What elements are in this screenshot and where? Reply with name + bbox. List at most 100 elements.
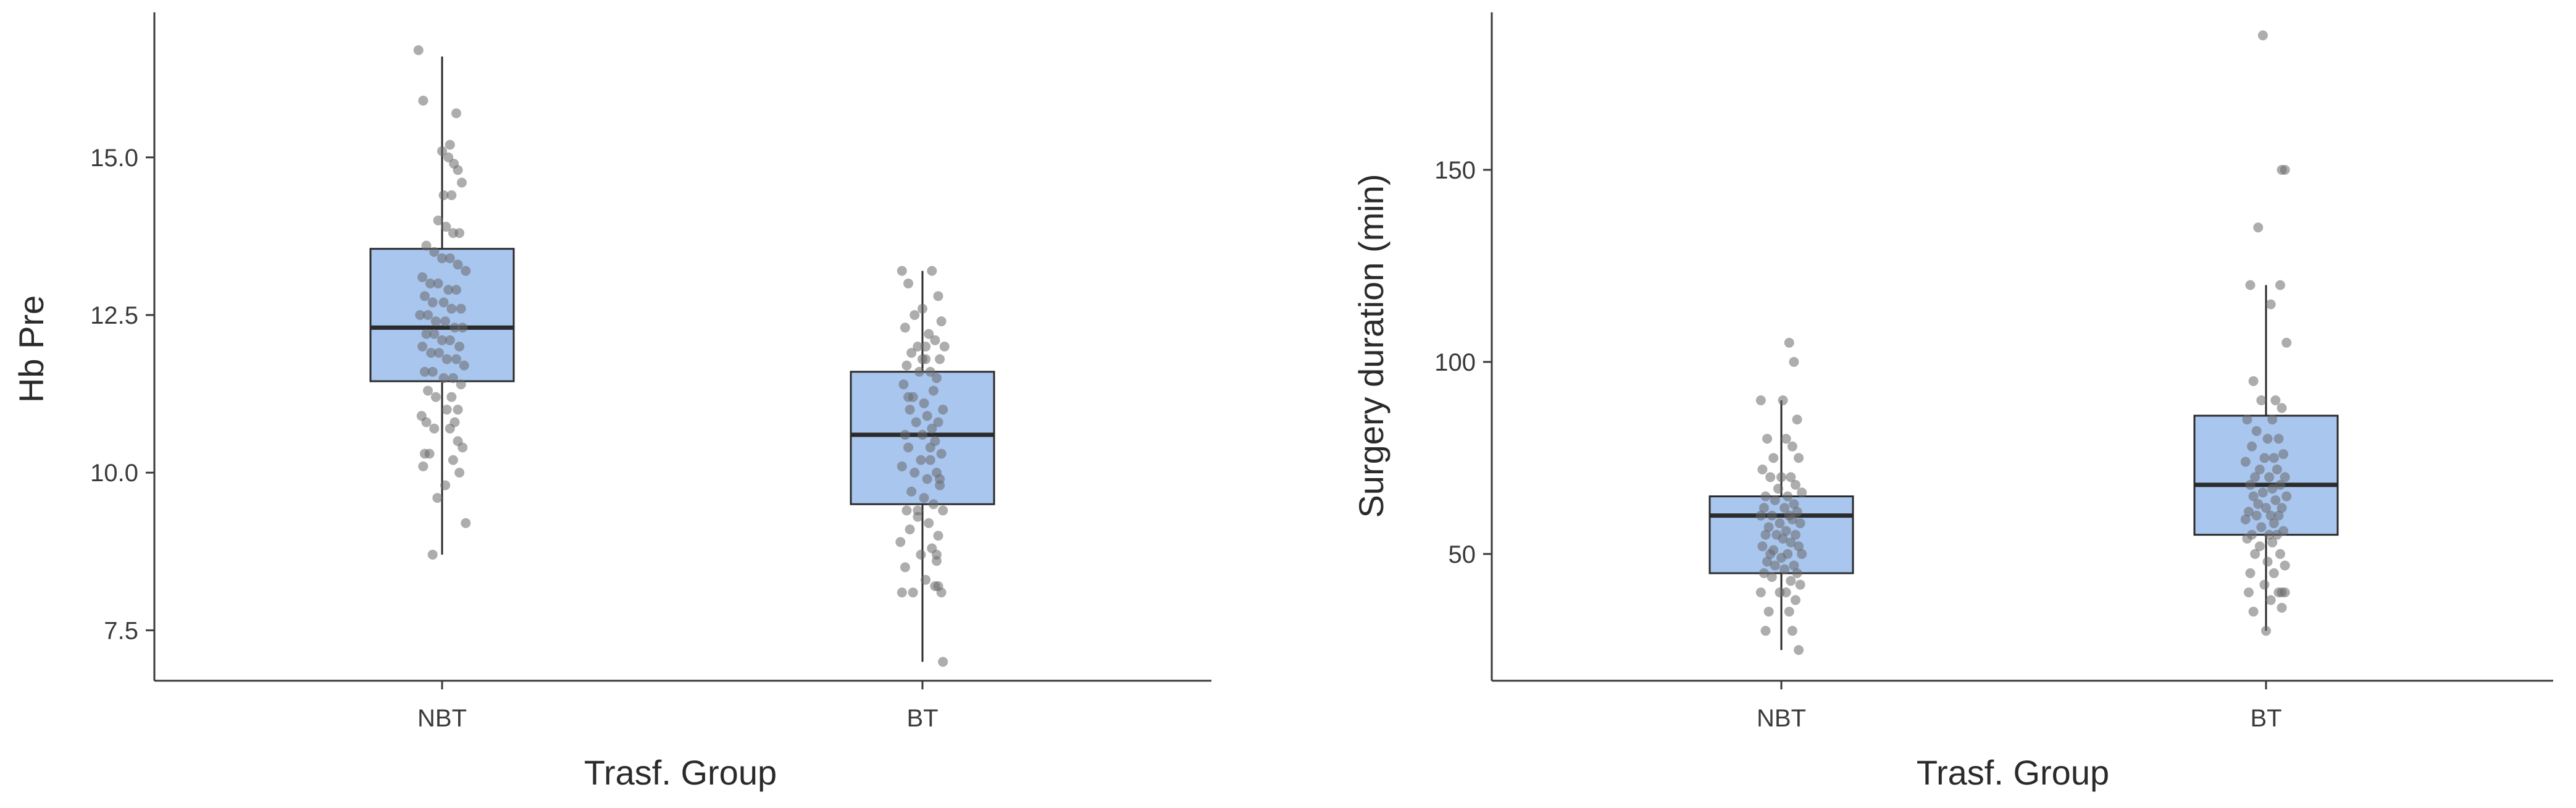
data-point (2273, 510, 2284, 521)
y-tick-label: 12.5 (90, 302, 138, 329)
data-point (2269, 568, 2279, 578)
x-tick-label: BT (2250, 705, 2281, 732)
data-point (908, 587, 918, 598)
data-point (1778, 395, 1788, 406)
data-point (1792, 415, 1802, 425)
data-point (2278, 449, 2289, 460)
data-point (933, 581, 943, 591)
data-point (1792, 507, 1802, 517)
data-point (437, 253, 447, 264)
data-point (2281, 337, 2292, 348)
data-point (1797, 487, 1807, 498)
data-point (905, 524, 915, 535)
data-point (2270, 495, 2281, 505)
data-point (2251, 510, 2262, 521)
data-point (924, 518, 934, 528)
data-point (2240, 514, 2251, 524)
data-point (423, 385, 433, 396)
data-point (2272, 464, 2282, 474)
data-point (933, 417, 943, 427)
data-point (906, 348, 917, 358)
data-point (906, 486, 917, 497)
x-tick-label: NBT (417, 705, 467, 732)
data-point (938, 505, 948, 516)
data-point (1795, 579, 1805, 590)
data-point (440, 480, 451, 490)
data-point (1755, 510, 1766, 521)
data-point (1767, 510, 1777, 521)
data-point (927, 266, 937, 276)
data-point (2248, 376, 2259, 386)
data-point (913, 342, 923, 351)
data-point (445, 335, 455, 345)
box-nbt (369, 248, 515, 382)
data-point (1775, 518, 1785, 529)
data-point (919, 398, 929, 408)
data-point (1779, 503, 1790, 513)
data-point (438, 190, 449, 201)
data-point (437, 335, 447, 345)
data-point (2265, 299, 2276, 309)
data-point (443, 285, 454, 295)
data-point (935, 354, 945, 364)
data-point (1790, 479, 1800, 490)
data-point (1794, 541, 1804, 552)
data-point (1797, 549, 1807, 559)
data-point (2256, 395, 2267, 406)
data-point (421, 240, 432, 251)
data-point (445, 140, 455, 150)
data-point (1765, 472, 1776, 482)
data-point (1768, 453, 1779, 463)
data-point (453, 165, 463, 175)
data-point (458, 322, 468, 333)
data-point (2254, 464, 2265, 474)
data-point (2248, 491, 2259, 502)
panel-hb-pre: Hb Pre Trasf. Group 7.5 10.0 12.5 15.0 NBT BT (12, 12, 1211, 792)
data-point (2242, 533, 2252, 544)
data-point (2261, 626, 2271, 636)
data-point (916, 549, 926, 560)
data-point (433, 215, 443, 225)
data-point (933, 291, 943, 301)
data-point (1760, 626, 1771, 636)
y-tick-label: 50 (1449, 541, 1476, 568)
data-point (1786, 576, 1796, 586)
data-point (931, 549, 942, 560)
data-point (2280, 472, 2290, 482)
data-point (925, 442, 935, 453)
data-point (432, 492, 443, 503)
data-point (2261, 503, 2271, 513)
data-point (2250, 549, 2260, 559)
data-point (417, 272, 428, 282)
data-point (456, 177, 467, 188)
data-point (1789, 499, 1799, 509)
data-point (418, 95, 429, 106)
data-point (1776, 472, 1786, 482)
data-point (2262, 557, 2273, 567)
data-point (1787, 514, 1797, 524)
data-point (2269, 518, 2279, 529)
y-axis-title: Surgery duration (min) (1352, 174, 1390, 518)
data-point (2253, 499, 2264, 509)
data-point (454, 468, 465, 478)
data-point (903, 392, 914, 402)
data-point (454, 342, 465, 351)
data-point (450, 417, 460, 427)
data-point (1755, 395, 1766, 406)
data-point (450, 322, 460, 333)
data-point (918, 354, 927, 364)
data-point (427, 366, 438, 377)
data-point (433, 348, 444, 358)
data-point (2245, 479, 2256, 490)
data-point (2250, 472, 2260, 482)
data-point (1775, 587, 1785, 597)
data-point (903, 442, 914, 453)
data-point (419, 448, 430, 459)
data-point (429, 329, 440, 339)
data-point (901, 360, 912, 371)
data-point (1795, 518, 1805, 529)
data-point (936, 316, 947, 327)
data-point (430, 316, 441, 327)
data-point (903, 278, 914, 288)
data-point (419, 291, 430, 301)
